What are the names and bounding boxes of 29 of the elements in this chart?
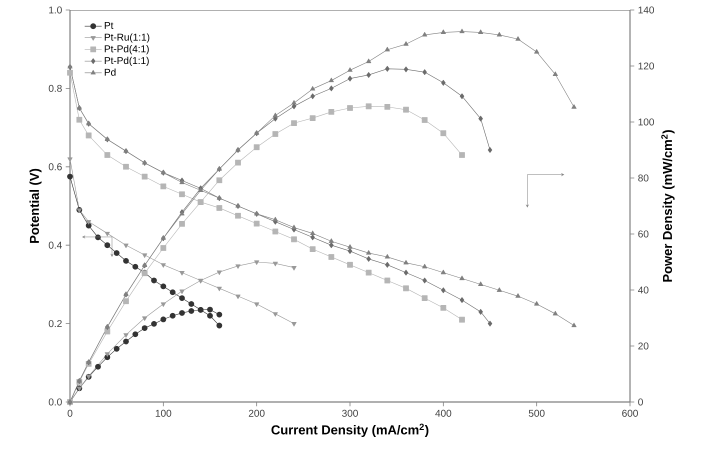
- x-tick-label: 500: [528, 410, 545, 417]
- y-tick-label: 1.0: [49, 6, 62, 14]
- y-axis-title: Potential (V): [29, 168, 42, 243]
- legend-label: Pt-Ru(1:1): [104, 33, 150, 43]
- y-tick-label: 0.2: [48, 320, 62, 328]
- legend-label: Pd: [104, 68, 116, 76]
- x-tick-label: 300: [342, 410, 358, 417]
- y2-tick-label: 140: [638, 6, 654, 14]
- legend-label: Pt: [104, 22, 114, 29]
- x-tick-label: 600: [622, 410, 638, 417]
- y2-tick-label: 100: [638, 118, 654, 126]
- y2-tick-label: 20: [638, 342, 648, 350]
- y-tick-label: 0.8: [48, 84, 62, 92]
- x-axis-title: Current Density (mA/cm$^{2}$): [271, 424, 428, 438]
- x-tick-label: 400: [435, 410, 452, 417]
- y-tick-label: 0.6: [48, 163, 62, 170]
- y2-tick-label: 60: [638, 230, 648, 238]
- y2-tick-label: 120: [638, 62, 654, 70]
- legend-label: Pt-Pd(1:1): [104, 56, 149, 66]
- y-tick-label: 0.0: [48, 398, 62, 406]
- y2-tick-label: 40: [638, 286, 648, 294]
- y2-tick-label: 80: [638, 174, 648, 182]
- y2-axis-title: Power Density (mW/cm$^{2}$): [661, 130, 675, 282]
- x-tick-label: 100: [156, 410, 172, 417]
- y2-tick-label: 0: [638, 398, 643, 406]
- x-tick-label: 0: [68, 410, 72, 417]
- y-tick-label: 0.4: [48, 242, 62, 249]
- x-tick-label: 200: [248, 410, 265, 417]
- legend-label: Pt-Pd(4:1): [104, 45, 149, 54]
